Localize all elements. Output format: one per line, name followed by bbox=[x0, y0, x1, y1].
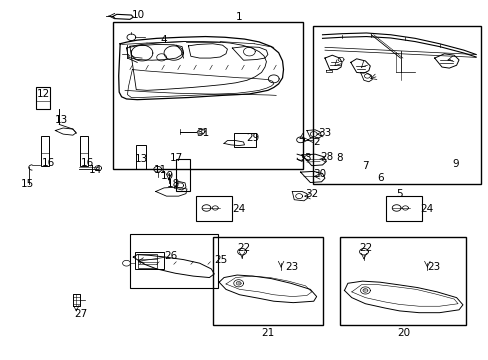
Bar bbox=[113, 22, 303, 169]
Text: 30: 30 bbox=[313, 169, 326, 179]
Text: 23: 23 bbox=[285, 262, 298, 272]
Text: 3: 3 bbox=[304, 153, 310, 163]
Text: 22: 22 bbox=[358, 243, 371, 253]
Bar bbox=[135, 252, 163, 269]
Text: 32: 32 bbox=[305, 189, 318, 199]
Text: 13: 13 bbox=[55, 115, 68, 125]
Text: 24: 24 bbox=[231, 204, 245, 214]
Text: 10: 10 bbox=[131, 10, 144, 20]
Bar bbox=[176, 159, 189, 192]
Text: 4: 4 bbox=[298, 133, 305, 143]
Text: 12: 12 bbox=[37, 89, 50, 99]
Text: 28: 28 bbox=[319, 152, 332, 162]
Text: 14: 14 bbox=[89, 165, 102, 175]
Text: 24: 24 bbox=[420, 204, 433, 214]
Bar bbox=[212, 237, 322, 325]
Text: 17: 17 bbox=[169, 153, 183, 163]
Text: 6: 6 bbox=[377, 173, 384, 183]
Text: 19: 19 bbox=[161, 171, 174, 181]
Text: 9: 9 bbox=[452, 159, 459, 169]
Text: 29: 29 bbox=[246, 133, 259, 143]
Text: 1: 1 bbox=[236, 12, 243, 22]
Text: 15: 15 bbox=[21, 179, 34, 189]
Text: 21: 21 bbox=[261, 328, 274, 338]
Bar bbox=[138, 254, 157, 267]
Text: 11: 11 bbox=[154, 165, 167, 175]
Text: 20: 20 bbox=[396, 328, 409, 338]
Text: 33: 33 bbox=[318, 128, 331, 138]
Bar bbox=[233, 133, 255, 147]
Text: 31: 31 bbox=[196, 128, 209, 138]
Bar bbox=[41, 136, 49, 166]
Text: 2: 2 bbox=[313, 138, 319, 147]
Text: 23: 23 bbox=[426, 262, 439, 272]
Text: 7: 7 bbox=[362, 161, 368, 171]
Bar bbox=[36, 87, 50, 109]
Text: 8: 8 bbox=[335, 153, 342, 163]
Text: 16: 16 bbox=[81, 158, 94, 168]
Text: 25: 25 bbox=[214, 255, 227, 265]
Bar bbox=[195, 196, 232, 221]
Bar bbox=[80, 136, 88, 166]
Bar bbox=[136, 145, 146, 169]
Bar bbox=[130, 234, 217, 288]
Text: 22: 22 bbox=[236, 243, 250, 253]
Bar bbox=[385, 196, 422, 221]
Text: 27: 27 bbox=[74, 310, 87, 319]
Text: 5: 5 bbox=[395, 189, 402, 199]
Text: 26: 26 bbox=[163, 251, 177, 261]
Text: 4: 4 bbox=[161, 35, 167, 45]
Bar bbox=[312, 26, 480, 184]
Text: 16: 16 bbox=[42, 158, 55, 168]
Text: 18: 18 bbox=[167, 179, 180, 189]
Text: 13: 13 bbox=[134, 154, 147, 164]
Bar bbox=[339, 237, 466, 325]
